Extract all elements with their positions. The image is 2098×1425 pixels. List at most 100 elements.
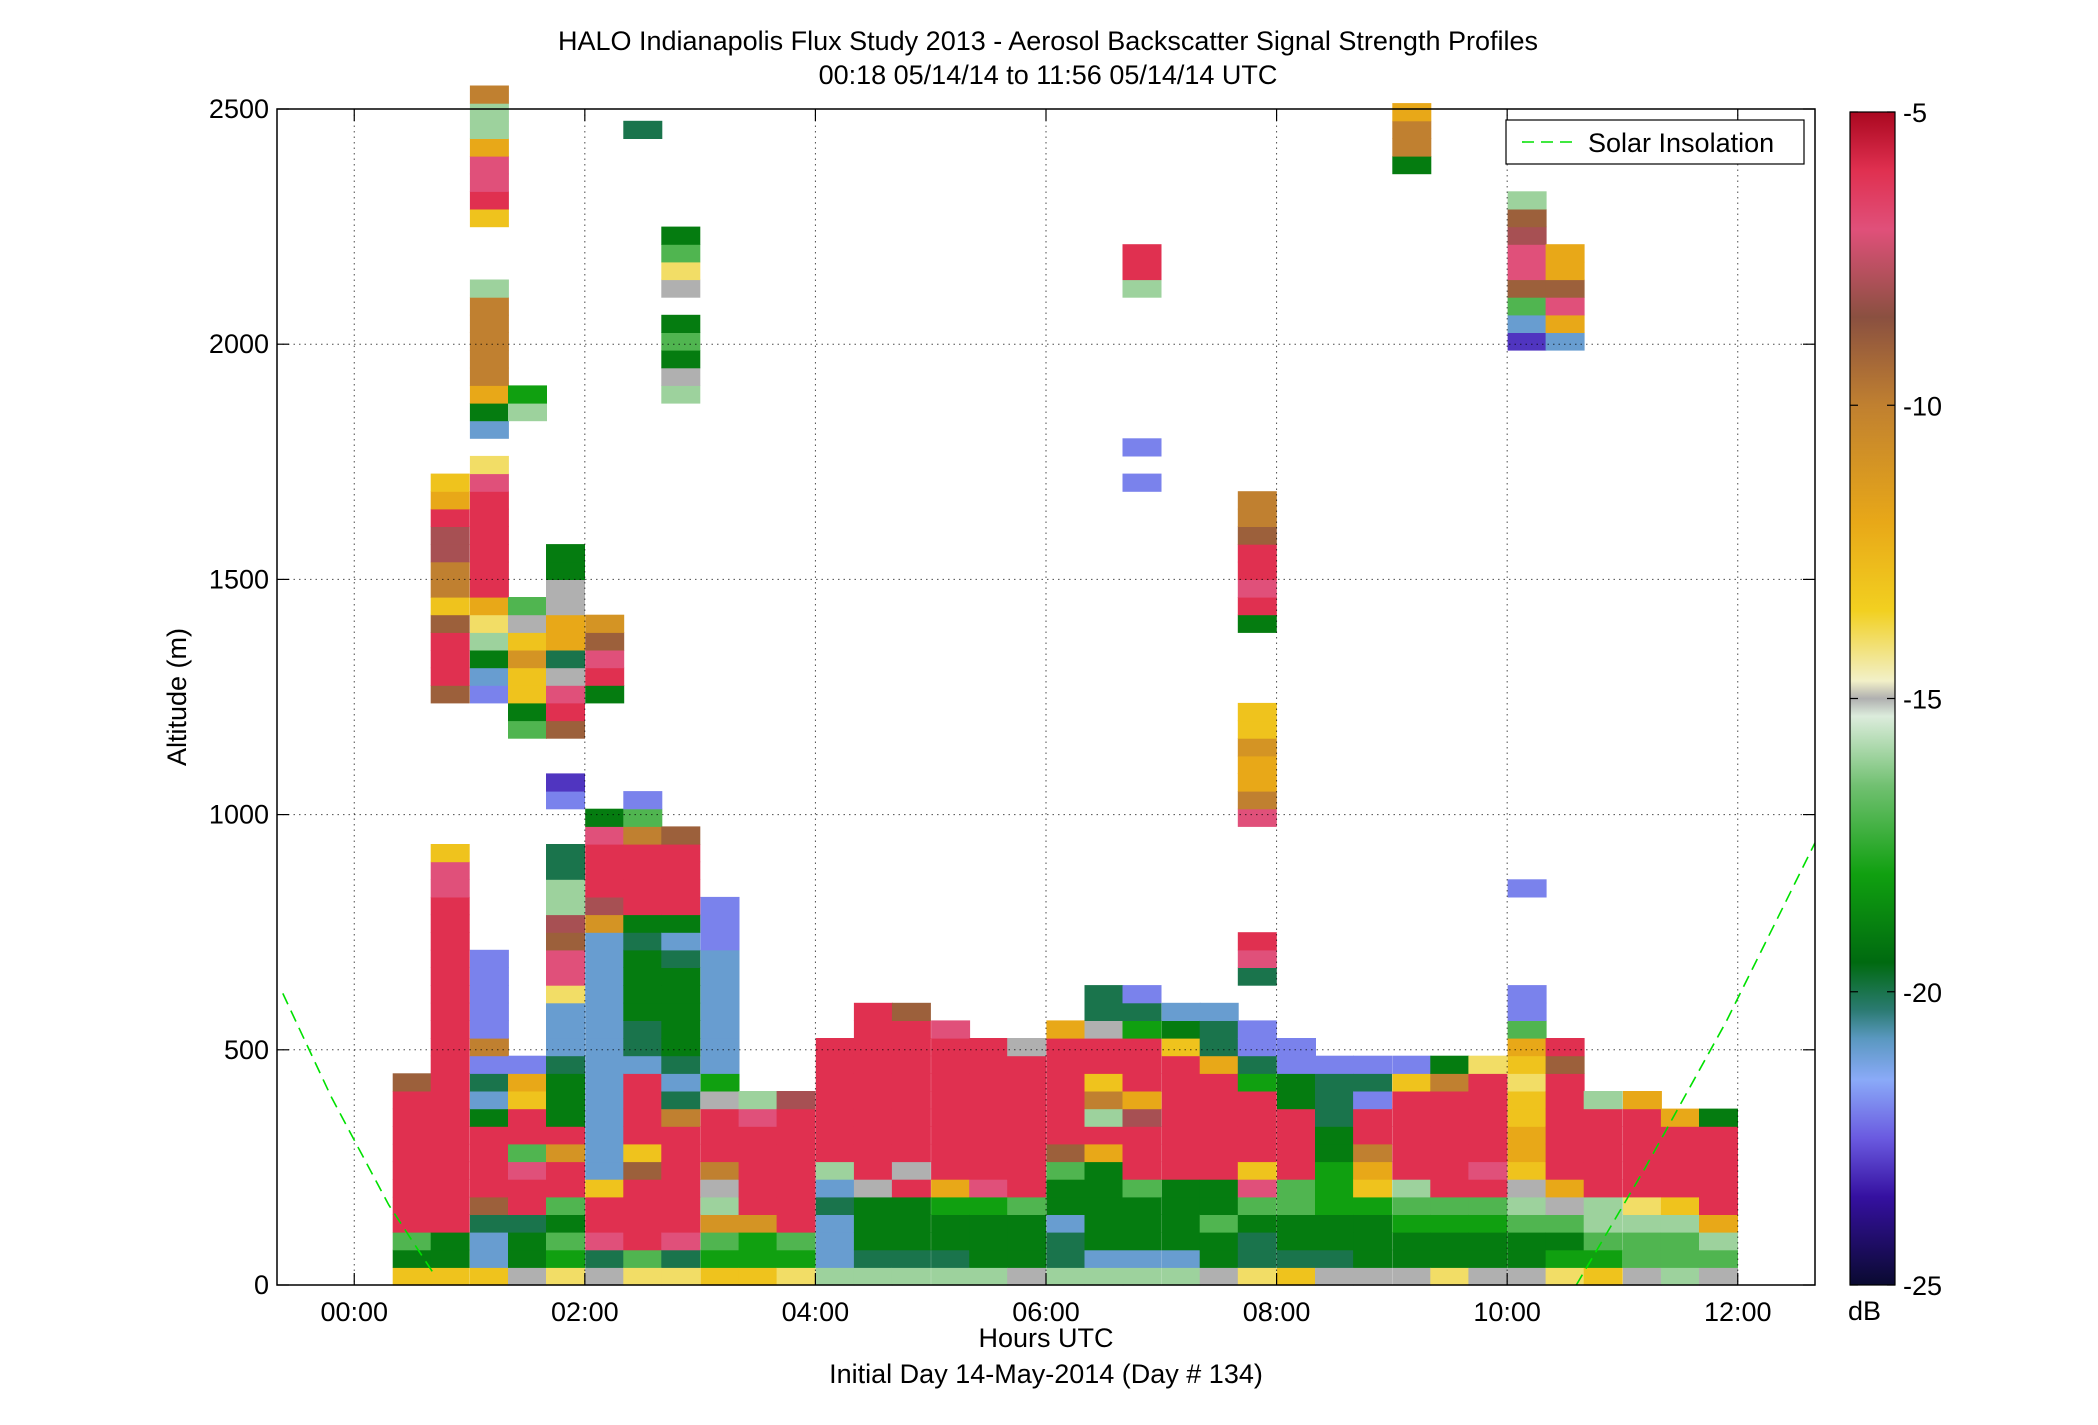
heatmap-cell [1507,1161,1547,1180]
y-tick-label: 1500 [209,564,269,594]
heatmap-cell [1622,1232,1662,1251]
heatmap-cell [508,1249,547,1268]
heatmap-cell [1392,1232,1432,1251]
heatmap-cell [1046,1108,1086,1127]
heatmap-cell [853,1091,893,1110]
heatmap-cell [469,508,509,527]
heatmap-cell [853,1143,893,1163]
heatmap-cell [1622,1126,1662,1145]
heatmap-cell [853,1073,893,1092]
heatmap-cell [700,914,740,933]
heatmap-cell [1161,1161,1201,1180]
heatmap-cell [546,1214,585,1233]
heatmap-cell [1277,1232,1316,1251]
heatmap-cell [546,896,585,916]
heatmap-cell [1122,473,1162,492]
heatmap-cell [1237,738,1277,757]
heatmap-cell [430,932,470,951]
heatmap-cell [853,1179,893,1198]
heatmap-cell [623,949,663,968]
heatmap-cell [585,632,625,651]
heatmap-cell [1392,1196,1432,1215]
heatmap-cell [891,1232,931,1251]
heatmap-cell [1545,1196,1585,1215]
heatmap-cell [430,667,470,686]
heatmap-cell [585,1267,625,1286]
heatmap-cell [623,1073,663,1092]
heatmap-cell [891,1091,931,1110]
heatmap-cell [1084,1002,1124,1021]
heatmap-cell [1468,1179,1508,1198]
heatmap-cell [815,1143,855,1163]
heatmap-cell [853,1214,893,1233]
heatmap-cell [700,967,740,986]
heatmap-cell [623,1214,663,1233]
heatmap-cell [1545,1091,1585,1110]
heatmap-cell [623,1091,663,1110]
heatmap-cell [392,1161,432,1180]
heatmap-cell [661,1002,701,1021]
heatmap-cell [623,932,663,951]
heatmap-cell [853,1108,893,1127]
heatmap-cell [546,561,585,580]
heatmap-cell [1046,1267,1086,1286]
heatmap-cell [1545,1161,1585,1180]
heatmap-cell [931,1020,971,1039]
heatmap-cell [1545,1267,1585,1286]
heatmap-cell [1392,1126,1432,1145]
heatmap-cell [1237,1232,1277,1251]
heatmap-cell [1660,1214,1700,1233]
heatmap-cell [661,932,701,951]
heatmap-cell [1315,1055,1354,1074]
heatmap-cell [430,526,470,545]
heatmap-cell [469,579,509,598]
heatmap-cell [469,314,509,333]
heatmap-cell [585,1020,625,1039]
heatmap-cell [1199,1267,1239,1286]
heatmap-cell [1007,1038,1047,1057]
heatmap-cell [776,1143,816,1163]
heatmap-cell [1507,1002,1547,1021]
heatmap-cell [1392,1179,1432,1198]
heatmap-cell [1315,1161,1354,1180]
heatmap-cell [931,1179,971,1198]
heatmap-cell [1699,1108,1738,1127]
heatmap-cell [1122,1249,1162,1268]
heatmap-cell [931,1267,971,1286]
heatmap-cell [1199,1232,1239,1251]
heatmap-cell [1468,1108,1508,1127]
y-tick-label: 500 [224,1035,269,1065]
heatmap-cell [776,1179,816,1198]
heatmap-cell [931,1196,971,1215]
heatmap-cell [1237,1073,1277,1092]
heatmap-cell [1507,1055,1547,1074]
heatmap-cell [585,879,625,898]
heatmap-cell [585,932,625,951]
heatmap-cell [546,1091,585,1110]
heatmap-cell [1122,438,1162,457]
heatmap-cell [738,1143,778,1163]
heatmap-cell [1007,1055,1047,1074]
heatmap-cell [661,967,701,986]
heatmap-cell [469,120,509,139]
heatmap-cell [853,1055,893,1074]
heatmap-cell [1161,1073,1201,1092]
heatmap-cell [700,896,740,916]
heatmap-cell [1583,1179,1623,1198]
heatmap-cell [585,1232,625,1251]
heatmap-cell [508,1196,547,1215]
heatmap-cell [1161,1267,1201,1286]
heatmap-cell [931,1126,971,1145]
heatmap-cell [430,1143,470,1163]
heatmap-cell [546,650,585,669]
heatmap-cell [700,1073,740,1092]
heatmap-cell [469,420,509,439]
heatmap-cell [1583,1143,1623,1163]
heatmap-cell [1046,1126,1086,1145]
heatmap-cell [585,914,625,933]
heatmap-cell [546,879,585,898]
heatmap-cell [1468,1232,1508,1251]
heatmap-cell [469,544,509,563]
heatmap-cell [1545,1249,1585,1268]
heatmap-cell [508,1143,547,1163]
